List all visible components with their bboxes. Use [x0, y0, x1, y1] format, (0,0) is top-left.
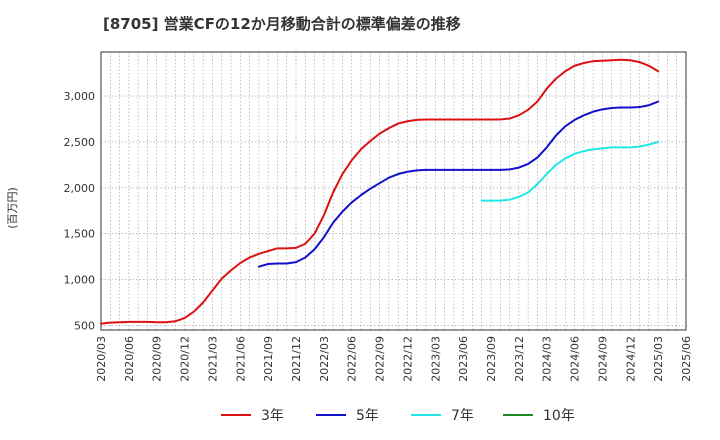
- x-tick-label: 2023/03: [429, 336, 442, 382]
- legend: 3年 5年 7年 10年: [221, 408, 575, 424]
- y-tick-label: 1,500: [64, 228, 96, 241]
- x-tick-label: 2023/12: [513, 336, 526, 382]
- legend-label: 7年: [451, 408, 474, 424]
- x-tick-label: 2022/06: [346, 336, 359, 382]
- x-tick-label: 2020/06: [123, 336, 136, 382]
- chart-title: [8705] 営業CFの12か月移動合計の標準偏差の推移: [103, 15, 461, 33]
- x-tick-label: 2021/03: [206, 336, 219, 382]
- x-tick-label: 2022/03: [318, 336, 331, 382]
- x-tick-label: 2024/09: [596, 336, 609, 382]
- legend-label: 10年: [543, 408, 575, 424]
- x-tick-label: 2022/12: [401, 336, 414, 382]
- x-tick-label: 2024/06: [569, 336, 582, 382]
- y-tick-label: 2,500: [64, 136, 96, 149]
- x-tick-label: 2025/03: [652, 336, 665, 382]
- x-tick-label: 2021/06: [234, 336, 247, 382]
- y-axis-label: (百万円): [6, 187, 19, 229]
- plot-frame: [101, 52, 686, 330]
- y-tick-label: 3,000: [64, 90, 96, 103]
- x-tick-label: 2020/12: [179, 336, 192, 382]
- x-tick-label: 2025/06: [680, 336, 693, 382]
- x-tick-label: 2024/12: [624, 336, 637, 382]
- y-ticks: 500 1,000 1,500 2,000 2,500 3,000: [64, 90, 96, 332]
- x-ticks: 2020/03 2020/06 2020/09 2020/12 2021/03 2021/…: [95, 336, 693, 382]
- x-tick-label: 2021/12: [290, 336, 303, 382]
- y-tick-label: 500: [74, 319, 95, 332]
- x-tick-label: 2022/09: [374, 336, 387, 382]
- x-tick-label: 2021/09: [262, 336, 275, 382]
- series-line-1: [259, 102, 658, 267]
- y-tick-label: 2,000: [64, 182, 96, 195]
- x-tick-label: 2020/03: [95, 336, 108, 382]
- x-tick-label: 2023/09: [485, 336, 498, 382]
- x-tick-label: 2024/03: [541, 336, 554, 382]
- legend-label: 5年: [356, 408, 379, 424]
- x-tick-label: 2023/06: [457, 336, 470, 382]
- legend-label: 3年: [261, 408, 284, 424]
- y-tick-label: 1,000: [64, 274, 96, 287]
- grid: [101, 52, 686, 330]
- x-tick-label: 2020/09: [151, 336, 164, 382]
- series-line-2: [482, 142, 658, 201]
